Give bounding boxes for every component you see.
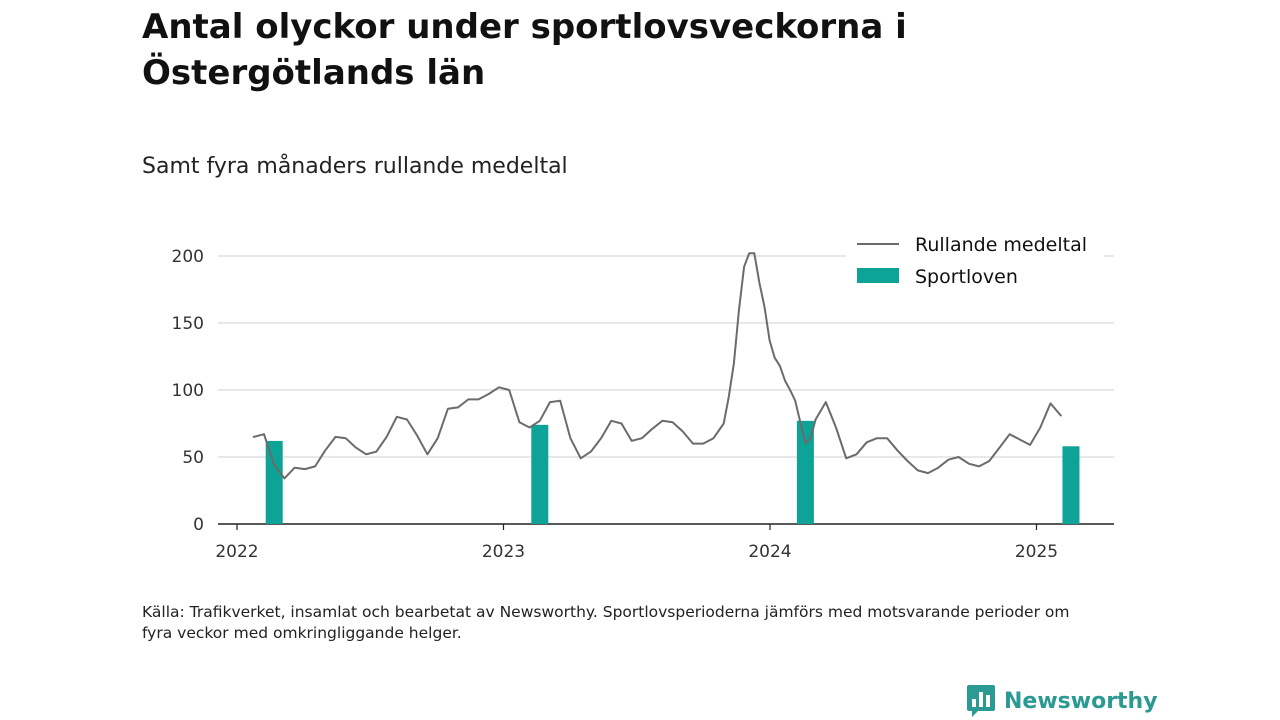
y-tick-label: 0 — [193, 515, 204, 535]
sportlov-bar — [1062, 446, 1080, 524]
chart-title: Antal olyckor under sportlovsveckorna i … — [142, 7, 907, 93]
sportlov-bar — [796, 420, 814, 524]
bar-chart-logo-icon — [967, 685, 995, 717]
chart-subtitle: Samt fyra månaders rullande medeltal — [142, 154, 568, 179]
y-tick-label: 200 — [172, 247, 204, 267]
legend-label-rolling: Rullande medeltal — [915, 234, 1087, 256]
x-tick-label: 2023 — [482, 542, 525, 562]
legend-bar-swatch — [857, 268, 899, 283]
y-tick-label: 100 — [172, 381, 204, 401]
legend-label-sportlov: Sportloven — [915, 266, 1018, 288]
sportlov-bar — [531, 424, 549, 524]
y-tick-label: 150 — [172, 314, 204, 334]
x-tick-label: 2025 — [1015, 542, 1058, 562]
chart-area: 0 50 100 150 200 2022 2023 2024 2025 Rullande med… — [171, 234, 1114, 562]
rolling-average-line — [252, 252, 1062, 480]
sportlov-bar — [265, 440, 283, 524]
x-tick-label: 2022 — [215, 542, 258, 562]
brand-name: Newsworthy — [1004, 688, 1158, 714]
x-tick-label: 2024 — [748, 542, 791, 562]
brand-logo[interactable]: Newsworthy — [966, 684, 1158, 718]
y-tick-label: 50 — [182, 448, 204, 468]
source-note: Källa: Trafikverket, insamlat och bearbe… — [142, 603, 1070, 642]
